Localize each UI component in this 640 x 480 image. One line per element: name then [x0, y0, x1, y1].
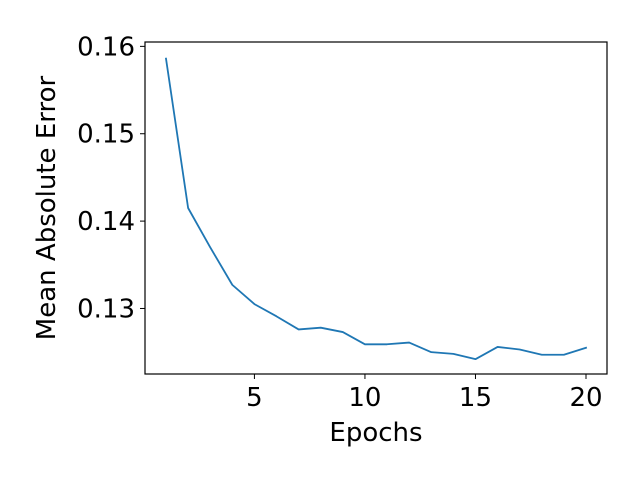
y-tick-label: 0.15 [77, 120, 135, 150]
x-axis: 5 10 15 20 [246, 374, 603, 413]
plot-frame [144, 41, 608, 375]
y-tick-label: 0.16 [77, 32, 135, 62]
x-tick-label: 15 [459, 383, 492, 413]
plot-area [145, 42, 607, 374]
y-tick-label: 0.13 [77, 294, 135, 324]
series-layer [164, 57, 588, 361]
x-tick-label: 5 [246, 383, 263, 413]
y-axis: 0.13 0.14 0.15 0.16 [77, 32, 145, 324]
x-axis-title: Epochs [329, 418, 422, 448]
series-line [164, 57, 588, 361]
x-tick-label: 20 [569, 383, 602, 413]
y-tick-label: 0.14 [77, 207, 135, 237]
x-tick-label: 10 [348, 383, 381, 413]
y-axis-title: Mean Absolute Error [32, 76, 62, 341]
